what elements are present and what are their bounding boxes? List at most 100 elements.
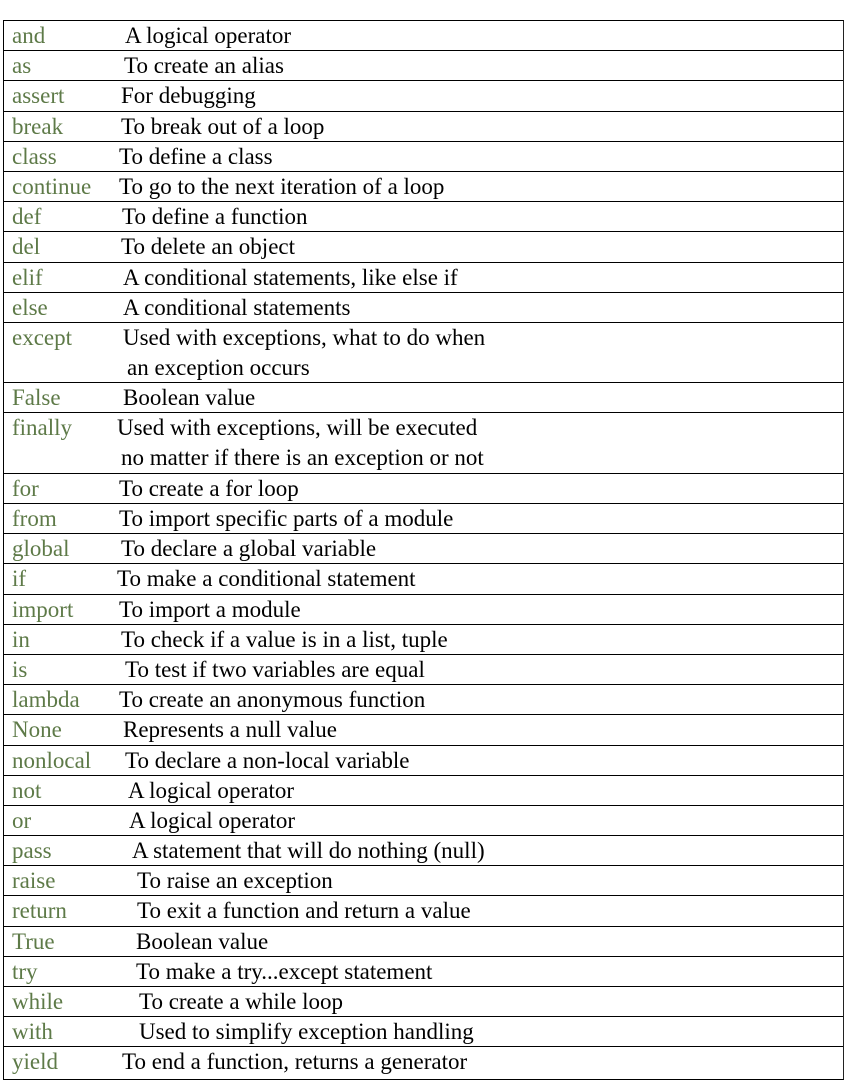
- keyword-cell: yield: [12, 1049, 58, 1075]
- description-line: To import a module: [119, 596, 301, 622]
- description-line: To declare a non-local variable: [125, 747, 410, 773]
- description-line: Boolean value: [123, 385, 256, 411]
- keyword-cell: elif: [12, 264, 43, 290]
- table-row: except Used with exceptions, what to do w…: [4, 323, 843, 384]
- description-cell: To raise an exception: [137, 866, 333, 895]
- table-row: False Boolean value: [4, 383, 843, 414]
- keyword-cell: return: [12, 898, 67, 924]
- description-line: To delete an object: [121, 234, 296, 260]
- table-row: as To create an alias: [4, 51, 843, 82]
- description-cell: To break out of a loop: [121, 112, 324, 141]
- description-cell: To import a module: [119, 595, 301, 624]
- keyword-cell: global: [12, 536, 70, 562]
- table-row: not A logical operator: [4, 776, 843, 806]
- table-row: for To create a for loop: [4, 474, 843, 505]
- description-cell: Used to simplify exception handling: [139, 1017, 474, 1046]
- keyword-cell: with: [12, 1019, 53, 1045]
- table-row: finally Used with exceptions, will be exe…: [4, 413, 843, 474]
- table-row: else A conditional statements: [4, 293, 843, 323]
- keyword-cell: in: [12, 626, 30, 652]
- table-row: from To import specific parts of a module: [4, 504, 843, 535]
- keyword-cell: None: [12, 717, 62, 743]
- description-line: an exception occurs: [127, 354, 310, 380]
- description-cell: To go to the next iteration of a loop: [119, 172, 445, 201]
- description-cell: To import specific parts of a module: [119, 504, 454, 533]
- table-row: yield To end a function, returns a genera…: [4, 1047, 843, 1077]
- description-line: Used with exceptions, will be executed: [117, 415, 478, 441]
- description-cell: To define a function: [122, 202, 308, 231]
- keyword-cell: import: [12, 596, 74, 622]
- description-line: A logical operator: [129, 807, 296, 833]
- keyword-cell: del: [12, 234, 41, 260]
- table-row: and A logical operator: [4, 21, 843, 52]
- description-line: To import specific parts of a module: [119, 506, 454, 532]
- description-line: A conditional statements: [123, 294, 351, 320]
- description-line: To raise an exception: [137, 868, 333, 894]
- description-line: To make a try...except statement: [136, 958, 433, 984]
- keyword-cell: False: [12, 385, 61, 411]
- description-line: Boolean value: [136, 928, 269, 954]
- keyword-cell: continue: [12, 173, 92, 199]
- table-row: try To make a try...except statement: [4, 957, 843, 988]
- table-row: with Used to simplify exception handling: [4, 1017, 843, 1048]
- description-cell: A logical operator: [129, 806, 296, 835]
- description-cell: A conditional statements, like else if: [123, 263, 458, 292]
- table-row: None Represents a null value: [4, 715, 843, 746]
- table-row: True Boolean value: [4, 927, 843, 957]
- keyword-cell: pass: [12, 838, 52, 864]
- table-row: del To delete an object: [4, 232, 843, 263]
- keyword-cell: for: [12, 475, 39, 501]
- description-line: A logical operator: [125, 23, 292, 48]
- keyword-cell: lambda: [12, 687, 80, 713]
- description-line: To declare a global variable: [121, 536, 377, 562]
- description-line: To create an anonymous function: [119, 687, 426, 713]
- description-line: A conditional statements, like else if: [123, 264, 458, 290]
- keyword-cell: and: [12, 23, 46, 48]
- description-cell: To make a try...except statement: [136, 957, 433, 986]
- description-cell: To test if two variables are equal: [125, 655, 425, 684]
- keyword-cell: def: [12, 204, 42, 230]
- keyword-cell: True: [12, 928, 55, 954]
- description-cell: To declare a non-local variable: [125, 746, 410, 775]
- description-cell: A conditional statements: [123, 293, 351, 322]
- keyword-cell: as: [12, 53, 32, 79]
- description-cell: To create an alias: [124, 51, 284, 80]
- table-row: nonlocal To declare a non-local variable: [4, 746, 843, 776]
- description-cell: Used with exceptions, what to do when an …: [123, 323, 485, 382]
- description-line: A statement that will do nothing (null): [132, 838, 485, 864]
- description-line: To go to the next iteration of a loop: [119, 173, 445, 199]
- keyword-cell: while: [12, 989, 64, 1015]
- table-row: assert For debugging: [4, 81, 843, 112]
- keyword-cell: else: [12, 294, 48, 320]
- table-row: while To create a while loop: [4, 987, 843, 1018]
- description-cell: To end a function, returns a generator: [122, 1047, 467, 1077]
- table-row: break To break out of a loop: [4, 112, 843, 142]
- keyword-cell: is: [12, 656, 28, 682]
- keyword-cell: not: [12, 777, 42, 803]
- table-row: in To check if a value is in a list, tupl…: [4, 625, 843, 655]
- table-row: pass A statement that will do nothing (nu…: [4, 836, 843, 867]
- description-cell: For debugging: [121, 81, 256, 110]
- table-row: lambda To create an anonymous function: [4, 685, 843, 716]
- keyword-cell: from: [12, 506, 57, 532]
- description-line: To create a for loop: [119, 475, 299, 501]
- description-cell: A statement that will do nothing (null): [132, 836, 485, 865]
- description-cell: Used with exceptions, will be executed no…: [117, 413, 484, 472]
- table-row: or A logical operator: [4, 806, 843, 837]
- description-cell: To make a conditional statement: [117, 564, 416, 593]
- description-line: Used to simplify exception handling: [139, 1019, 474, 1045]
- description-line: no matter if there is an exception or no…: [121, 445, 484, 471]
- keyword-cell: raise: [12, 868, 56, 894]
- description-line: To exit a function and return a value: [137, 898, 471, 924]
- description-cell: To create an anonymous function: [119, 685, 426, 714]
- description-line: To define a class: [119, 143, 273, 169]
- description-cell: A logical operator: [128, 776, 294, 805]
- description-cell: To delete an object: [121, 232, 296, 261]
- description-line: To end a function, returns a generator: [122, 1049, 468, 1075]
- table-row: class To define a class: [4, 142, 843, 172]
- keyword-cell: nonlocal: [12, 747, 92, 773]
- table-row: def To define a function: [4, 202, 843, 233]
- description-line: To make a conditional statement: [117, 566, 416, 592]
- table-row: is To test if two variables are equal: [4, 655, 843, 686]
- keyword-cell: assert: [12, 83, 65, 109]
